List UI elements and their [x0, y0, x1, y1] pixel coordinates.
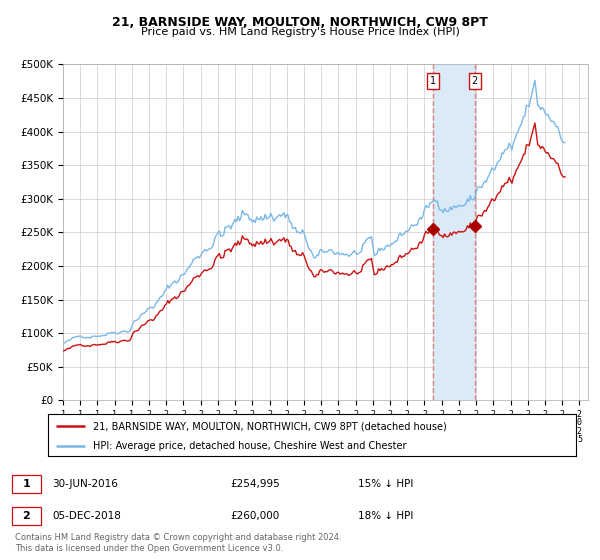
Text: 1: 1: [23, 479, 31, 489]
Bar: [12, 475, 41, 493]
Text: £260,000: £260,000: [230, 511, 280, 521]
Text: HPI: Average price, detached house, Cheshire West and Chester: HPI: Average price, detached house, Ches…: [93, 441, 406, 451]
Text: £254,995: £254,995: [230, 479, 280, 489]
Text: 21, BARNSIDE WAY, MOULTON, NORTHWICH, CW9 8PT (detached house): 21, BARNSIDE WAY, MOULTON, NORTHWICH, CW…: [93, 421, 446, 431]
Bar: [12, 507, 41, 525]
Text: 1: 1: [430, 76, 436, 86]
Text: 21, BARNSIDE WAY, MOULTON, NORTHWICH, CW9 8PT: 21, BARNSIDE WAY, MOULTON, NORTHWICH, CW…: [112, 16, 488, 29]
Text: Price paid vs. HM Land Registry's House Price Index (HPI): Price paid vs. HM Land Registry's House …: [140, 27, 460, 37]
Text: 2: 2: [23, 511, 31, 521]
Text: 15% ↓ HPI: 15% ↓ HPI: [358, 479, 413, 489]
Text: 05-DEC-2018: 05-DEC-2018: [53, 511, 122, 521]
Text: 30-JUN-2016: 30-JUN-2016: [53, 479, 119, 489]
Bar: [433, 64, 475, 400]
Text: 2: 2: [472, 76, 478, 86]
Text: Contains HM Land Registry data © Crown copyright and database right 2024.
This d: Contains HM Land Registry data © Crown c…: [15, 533, 341, 553]
Text: 18% ↓ HPI: 18% ↓ HPI: [358, 511, 413, 521]
